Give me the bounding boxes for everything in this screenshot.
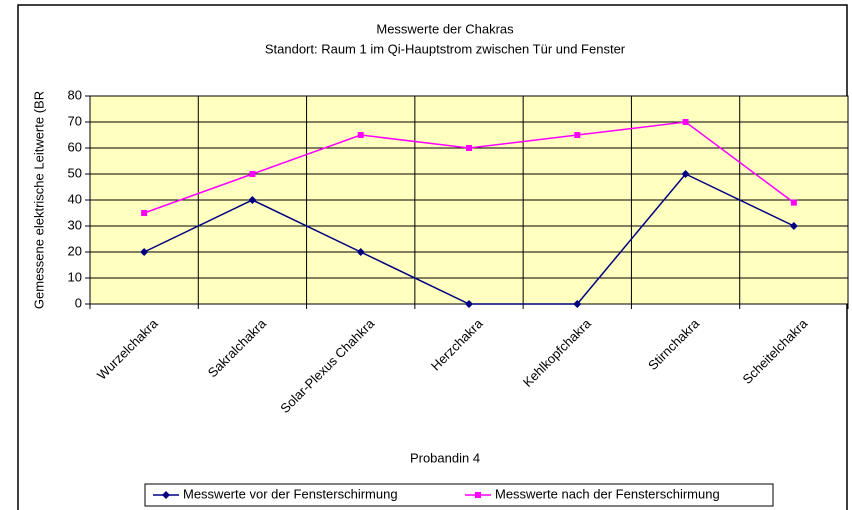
legend-marker xyxy=(162,491,170,499)
chart-title: Messwerte der Chakras xyxy=(376,21,514,36)
point xyxy=(465,300,473,308)
chart-subtitle: Standort: Raum 1 im Qi-Hauptstrom zwisch… xyxy=(265,41,626,56)
y-tick-label: 10 xyxy=(68,269,82,284)
legend-label: Messwerte nach der Fensterschirmung xyxy=(495,486,720,501)
point xyxy=(140,248,149,256)
point xyxy=(790,199,797,206)
y-tick-label: 30 xyxy=(68,217,82,232)
legend-label: Messwerte vor der Fensterschirmung xyxy=(183,486,398,501)
y-tick-label: 70 xyxy=(68,113,82,128)
point xyxy=(357,132,364,138)
point xyxy=(141,210,148,216)
x-axis-label: Probandin 4 xyxy=(410,450,480,465)
y-tick-label: 50 xyxy=(68,165,82,180)
point xyxy=(573,300,582,308)
point xyxy=(681,170,690,178)
y-axis-label: Gemessene elektrische Leitwerte (BR xyxy=(31,91,46,309)
point xyxy=(249,171,256,177)
point xyxy=(574,132,581,138)
y-tick-label: 80 xyxy=(68,87,82,102)
point xyxy=(682,119,689,125)
y-tick-label: 20 xyxy=(68,243,82,258)
point xyxy=(789,222,798,230)
y-tick-label: 0 xyxy=(75,295,82,310)
y-tick-label: 40 xyxy=(68,191,82,206)
y-tick-label: 60 xyxy=(68,139,82,154)
point xyxy=(356,248,365,256)
point xyxy=(466,145,472,151)
legend-box xyxy=(144,483,774,507)
point xyxy=(248,196,257,204)
legend-marker xyxy=(475,492,481,498)
